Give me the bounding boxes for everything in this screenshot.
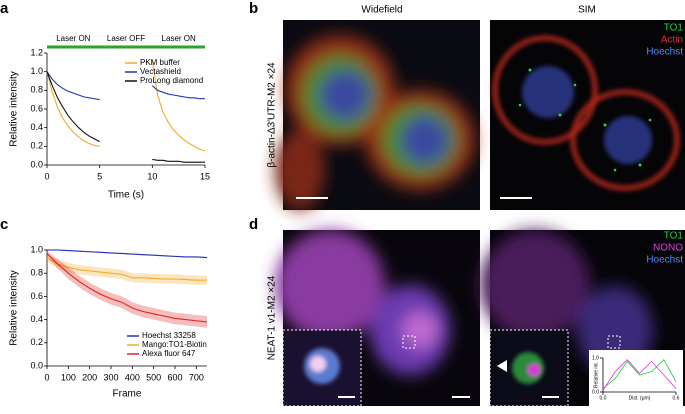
y-tick-label: 1.0 (592, 355, 599, 361)
legend-label: Hoechst 33258 (142, 331, 196, 340)
error-band (47, 251, 207, 328)
annotation: Laser ON (162, 34, 196, 43)
sim-image (490, 20, 685, 210)
x-axis-label: Time (s) (108, 190, 144, 201)
x-tick-label: 500 (146, 372, 161, 382)
y-tick-label: 1.0 (30, 244, 43, 254)
y-tick-label: 1.2 (30, 47, 43, 57)
x-tick-label: 600 (167, 372, 182, 382)
y-axis-label: Relative intensity (9, 71, 20, 147)
x-tick-label: 15 (200, 171, 210, 181)
y-axis-label: Relative int. (593, 362, 599, 388)
legend-label: Mango:TO1-Biotin (142, 340, 207, 349)
legend-label: ProLong diamond (140, 76, 203, 85)
x-tick-label: 10 (147, 171, 157, 181)
series-line (602, 359, 677, 389)
y-tick-label: 0.4 (30, 314, 43, 324)
series-line (46, 71, 205, 163)
x-tick-label: 200 (82, 372, 97, 382)
y-tick-label: 0.6 (30, 291, 43, 301)
y-tick-label: 0.0 (30, 360, 43, 370)
image-title: Widefield (361, 5, 402, 16)
series-line (46, 71, 205, 101)
widefield-image (275, 20, 480, 210)
image-title: SIM (578, 5, 596, 16)
x-tick-label: 700 (189, 372, 204, 382)
y-tick-label: 0.0 (30, 159, 43, 169)
side-label: β-actin-Δ3′UTR-M2 ×24 (267, 62, 278, 168)
y-axis-label: Relative intensity (9, 270, 20, 346)
x-tick-label: 100 (61, 372, 76, 382)
channel-label: Actin (661, 35, 683, 46)
y-tick-label: 0.8 (30, 85, 43, 95)
x-tick-label: 300 (103, 372, 118, 382)
y-tick-label: 0.0 (592, 389, 599, 395)
channel-label: Hoechst (646, 255, 683, 266)
sim-image (480, 230, 685, 407)
series-line (602, 359, 677, 391)
legend-label: Alexa fluor 647 (142, 349, 196, 358)
x-tick-label: 0 (44, 171, 49, 181)
x-tick-label: 0 (44, 372, 49, 382)
y-tick-label: 0.8 (30, 268, 43, 278)
panel-letter: d (249, 216, 258, 233)
x-tick-label: 0.0 (600, 395, 607, 401)
channel-label: Hoechst (646, 47, 683, 58)
x-tick-label: 0.6 (673, 395, 680, 401)
y-tick-label: 0.2 (30, 141, 43, 151)
legend-label: Vectashield (140, 67, 181, 76)
x-axis-label: Frame (113, 389, 142, 400)
error-band (47, 254, 207, 285)
x-tick-label: 5 (97, 171, 102, 181)
y-tick-label: 0.6 (30, 103, 43, 113)
channel-label: TO1 (664, 231, 684, 242)
side-label: NEAT-1 v1-M2 ×24 (267, 275, 278, 360)
channel-label: TO1 (664, 23, 684, 34)
panel-letter: c (0, 216, 8, 233)
series-line (46, 60, 206, 152)
panel-letter: a (0, 0, 9, 17)
y-tick-label: 0.2 (30, 337, 43, 347)
series-line (46, 257, 207, 281)
y-tick-label: 1.0 (30, 66, 43, 76)
widefield-image (275, 230, 480, 407)
annotation: Laser ON (56, 34, 90, 43)
panel-letter: b (249, 0, 258, 17)
legend-label: PKM buffer (140, 58, 180, 67)
series-line (46, 253, 208, 323)
series-line (47, 249, 208, 259)
x-tick-label: 400 (125, 372, 140, 382)
annotation: Laser OFF (107, 34, 145, 43)
x-axis-label: Dist. (μm) (629, 395, 651, 401)
channel-label: NONO (653, 243, 683, 254)
y-tick-label: 0.4 (30, 122, 43, 132)
